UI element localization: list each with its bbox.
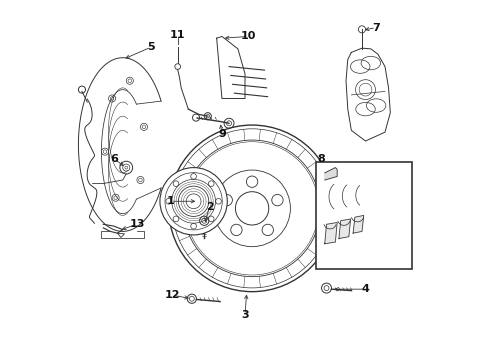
Text: 11: 11 [170, 30, 185, 40]
Text: 6: 6 [110, 154, 118, 164]
Polygon shape [353, 215, 364, 233]
Text: 12: 12 [165, 290, 180, 300]
Text: 9: 9 [218, 129, 226, 139]
Text: 13: 13 [129, 219, 145, 229]
Text: 7: 7 [372, 23, 380, 33]
Polygon shape [325, 168, 337, 180]
Polygon shape [325, 222, 337, 244]
Bar [316, 162, 412, 269]
Text: 2: 2 [206, 202, 214, 212]
Circle shape [160, 168, 227, 235]
Text: 1: 1 [167, 196, 174, 206]
Text: 3: 3 [241, 310, 249, 320]
Text: 4: 4 [362, 284, 369, 294]
Text: 10: 10 [241, 31, 256, 41]
Text: 8: 8 [317, 154, 325, 164]
Text: 5: 5 [147, 42, 155, 52]
Polygon shape [339, 219, 351, 238]
